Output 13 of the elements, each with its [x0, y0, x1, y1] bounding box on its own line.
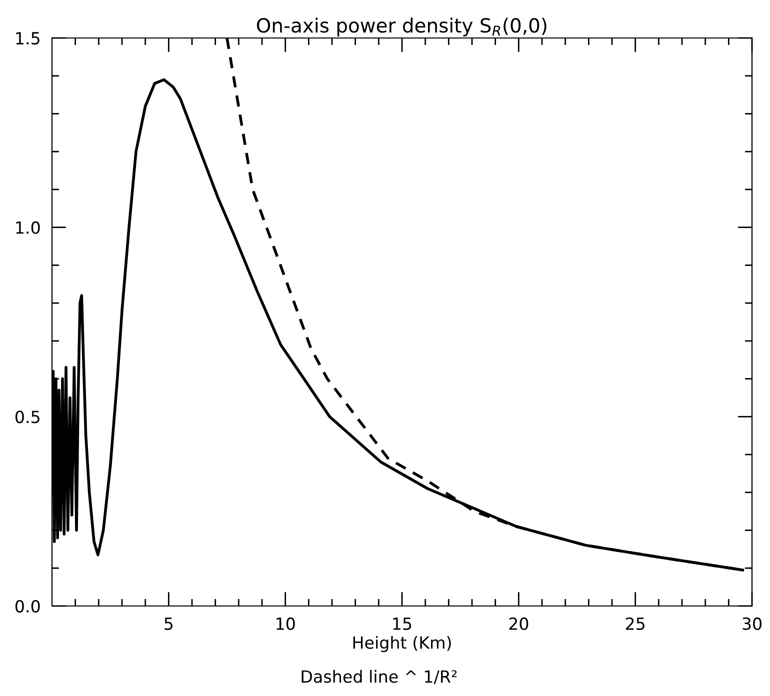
- x-tick-label: 25: [626, 617, 644, 630]
- y-tick-label: 0.5: [15, 410, 40, 424]
- y-tick-label: 0.0: [15, 600, 40, 613]
- y-tick-label: 1.0: [16, 221, 40, 234]
- chart-title: On-axis power density S$_{R}$(0,0): [256, 18, 546, 36]
- x-tick-label: 20: [509, 617, 528, 630]
- x-tick-label: 10: [276, 617, 295, 630]
- x-tick-label: 30: [742, 617, 762, 630]
- x-tick-label: 15: [393, 618, 412, 630]
- x-axis-title: Height (Km): [353, 636, 451, 652]
- y-tick-label: 1.5: [16, 32, 40, 45]
- x-tick-label: 5: [164, 618, 173, 630]
- text: Dashed line ^ 1/R²: [302, 670, 457, 684]
